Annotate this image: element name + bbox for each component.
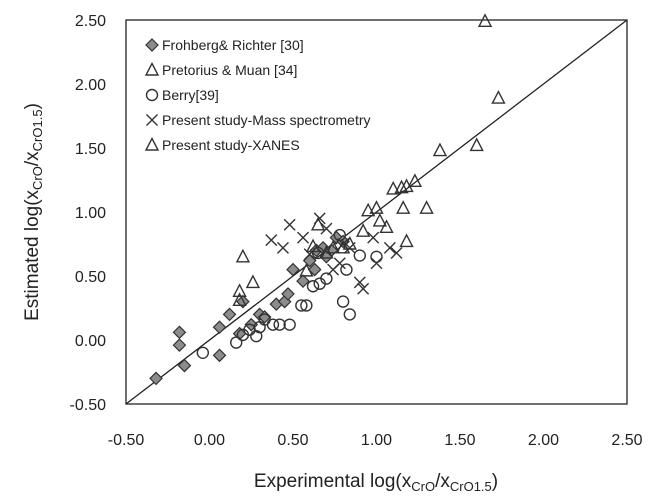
diamond-point: [172, 325, 187, 340]
triangle-point: [396, 200, 411, 214]
triangle-point: [235, 248, 251, 263]
circle-point: [273, 318, 286, 331]
y-tick-label: 1.50: [75, 141, 106, 158]
legend-diamond-icon: [145, 38, 159, 52]
circle-point: [230, 336, 243, 349]
cross-point: [357, 282, 370, 295]
y-tick-label: 2.00: [75, 77, 106, 94]
diamond-point: [296, 274, 310, 288]
legend-label: Frohberg& Richter [30]: [162, 37, 304, 53]
circle-point: [196, 346, 210, 359]
triangle-point: [360, 202, 376, 217]
legend-triangle-icon: [144, 61, 160, 76]
y-axis-title: Estimated log(xCrO/xCrO1.5): [22, 103, 45, 321]
triangle-point: [399, 178, 414, 193]
circle-point: [283, 318, 296, 331]
triangle-point: [372, 212, 387, 227]
triangle-point: [394, 179, 409, 194]
circle-point: [295, 299, 308, 312]
diamond-point: [177, 358, 192, 373]
triangle-point: [432, 142, 448, 157]
cross-point: [297, 231, 310, 244]
triangle-point: [419, 200, 434, 214]
diamond-point: [281, 287, 295, 301]
series-2-points: [196, 228, 383, 359]
triangle-point: [335, 239, 351, 254]
triangle-point: [369, 200, 384, 214]
y-tick-label: 0.00: [75, 333, 106, 350]
triangle-point: [305, 238, 321, 253]
legend: Frohberg& Richter [30] Pretorius & Muan […: [144, 37, 371, 153]
triangle-point: [407, 173, 423, 187]
cross-point: [320, 222, 333, 235]
diamond-point: [307, 262, 322, 277]
diamond-point: [172, 338, 187, 352]
triangle-point: [299, 262, 314, 277]
x-tick-label: 2.00: [528, 432, 559, 449]
circle-point: [370, 250, 383, 263]
diamond-point: [286, 262, 300, 277]
y-tick-label: 0.50: [75, 269, 106, 286]
triangle-point: [232, 283, 247, 298]
x-tick-label: 2.50: [611, 432, 642, 449]
x-axis-title: Experimental log(xCrO/xCrO1.5): [254, 471, 498, 494]
cross-point: [333, 257, 346, 270]
series-4-points: [232, 180, 434, 307]
circle-point: [306, 280, 320, 293]
circle-point: [300, 299, 313, 312]
circle-point: [266, 318, 280, 331]
triangle-point: [491, 90, 506, 104]
circle-point: [353, 249, 366, 262]
x-tick-label: 0.00: [194, 432, 225, 449]
x-tick-label: 1.00: [361, 432, 392, 449]
series-0-points: [149, 230, 350, 386]
x-tick-label: 0.50: [277, 432, 308, 449]
diamond-point: [222, 307, 237, 322]
series-1-points: [394, 13, 506, 194]
cross-point: [265, 234, 278, 247]
legend-label: Present study-XANES: [162, 137, 300, 153]
cross-point: [370, 257, 383, 270]
circle-point: [336, 295, 350, 308]
triangle-point: [399, 233, 414, 248]
triangle-point: [477, 13, 493, 27]
x-tick-label: -0.50: [108, 432, 145, 449]
cross-point: [353, 276, 366, 289]
triangle-point: [379, 219, 394, 234]
triangle-point: [469, 137, 484, 152]
triangle-point: [310, 216, 326, 231]
cross-point: [390, 246, 403, 259]
diamond-point: [149, 371, 163, 386]
cross-point: [383, 241, 396, 254]
legend-triangle-icon: [144, 136, 160, 151]
cross-point: [283, 218, 296, 231]
circle-point: [320, 272, 333, 285]
y-tick-label: 2.50: [75, 13, 106, 30]
triangle-point: [232, 292, 247, 307]
diamond-point: [212, 320, 227, 335]
triangle-point: [342, 235, 357, 250]
y-tick-label: 1.00: [75, 205, 106, 222]
x-tick-label: 1.50: [444, 432, 475, 449]
cross-point: [367, 231, 380, 244]
legend-label: Present study-Mass spectrometry: [162, 112, 371, 128]
legend-label: Pretorius & Muan [34]: [162, 62, 297, 78]
triangle-point: [325, 239, 341, 254]
circle-point: [340, 263, 353, 276]
y-tick-label: -0.50: [70, 397, 107, 414]
plot-area: [125, 19, 628, 405]
triangle-point: [386, 180, 401, 195]
cross-point: [276, 241, 289, 254]
legend-circle-icon: [145, 88, 159, 102]
triangle-point: [355, 223, 371, 237]
parity-line: [125, 19, 628, 405]
diamond-point: [212, 348, 227, 363]
circle-point: [343, 308, 356, 321]
legend-label: Berry[39]: [162, 87, 219, 103]
legend-cross-icon: [146, 114, 158, 126]
cross-point: [303, 248, 316, 261]
triangle-point: [245, 274, 261, 289]
